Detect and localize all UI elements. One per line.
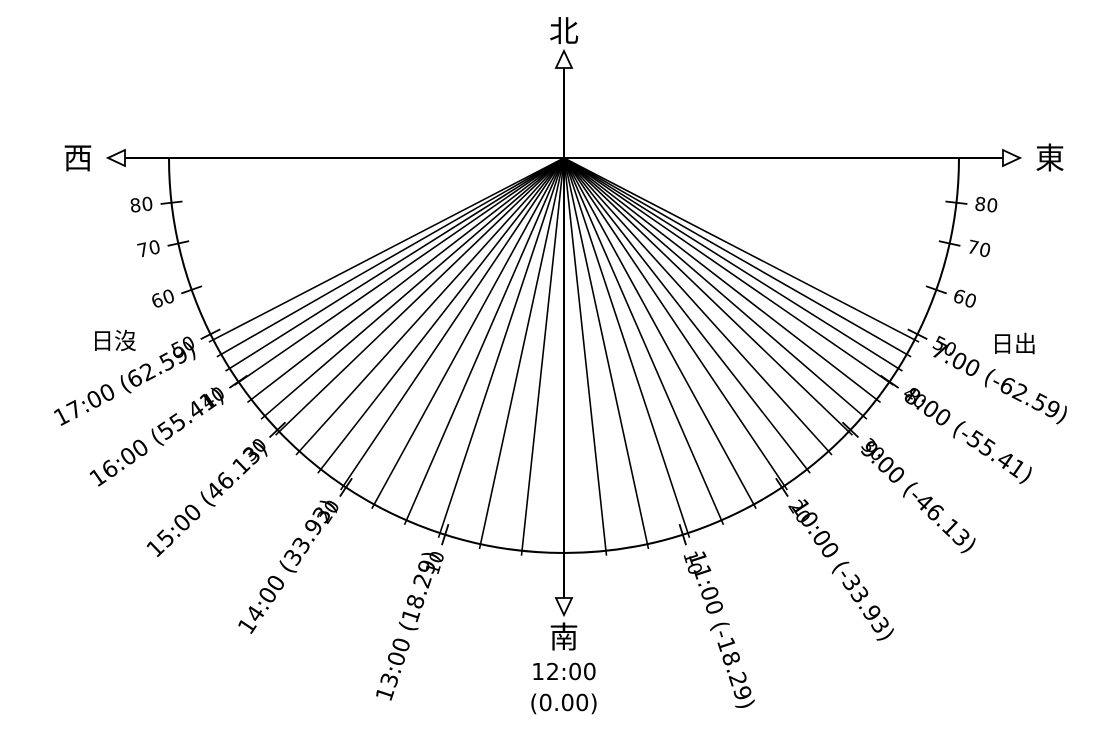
labels: 10102020303040405050606070708080北南東西12:0… [50, 15, 1073, 717]
sunset-label: 日沒 [91, 329, 137, 355]
sun-ray [295, 157, 565, 456]
sun-ray [234, 157, 565, 386]
sun-ray [563, 157, 608, 556]
afternoon-hour-label: 14:00 (33.93) [233, 495, 342, 640]
west-arrow-icon [105, 148, 126, 168]
scale-tick-40 [879, 374, 900, 389]
sun-ray [317, 157, 565, 474]
noon-angle-label: (0.00) [529, 691, 598, 717]
compass-axes [105, 48, 1023, 618]
scale-tick-80 [945, 200, 968, 205]
sun-ray [563, 157, 650, 550]
scale-tick-70 [167, 240, 190, 247]
sun-ray [563, 157, 903, 372]
north-label: 北 [549, 15, 579, 50]
sun-ray [403, 157, 565, 526]
morning-hour-label: 9:00 (-46.13) [855, 436, 982, 559]
sun-ray [478, 157, 565, 550]
scale-tick-70 [938, 240, 961, 247]
east-arrow-icon [1002, 148, 1023, 168]
scale-tick-30 [268, 421, 287, 439]
sun-ray [563, 157, 894, 386]
west-label: 西 [63, 142, 93, 177]
scale-tick-20 [339, 477, 353, 498]
scale-tick-40 [228, 374, 249, 389]
sun-ray [563, 157, 833, 456]
sun-ray [260, 157, 565, 420]
noon-time-label: 12:00 [531, 660, 597, 686]
afternoon-hour-label: 15:00 (46.13) [142, 436, 273, 564]
sun-ray [563, 157, 725, 526]
north-arrow-icon [554, 48, 574, 69]
scale-tick-10 [678, 523, 687, 546]
east-label: 東 [1035, 142, 1065, 177]
scale-tick-20 [775, 477, 789, 498]
sun-rays [208, 157, 920, 556]
sun-ray [275, 157, 565, 436]
south-label: 南 [549, 621, 579, 656]
scale-tick-60 [181, 285, 203, 295]
morning-hour-label: 11:00 (-18.29) [682, 548, 759, 713]
sun-ray [563, 157, 691, 539]
sun-ray [563, 157, 868, 420]
sun-ray [225, 157, 565, 372]
sun-ray [563, 157, 788, 491]
scale-tick-10 [441, 523, 450, 546]
scale-tick-50 [200, 328, 221, 341]
sun-ray [340, 157, 565, 491]
sun-ray [371, 157, 565, 510]
south-arrow-icon [554, 597, 574, 618]
sun-ray [563, 157, 920, 343]
sun-ray [246, 157, 565, 404]
sun-ray [208, 157, 565, 343]
scale-label-80: 80 [128, 193, 155, 218]
scale-tick-60 [925, 285, 947, 295]
scale-tick-50 [907, 328, 928, 341]
afternoon-hour-label: 13:00 (18.29) [372, 548, 446, 706]
sun-ray [563, 157, 912, 358]
sunrise-label: 日出 [991, 332, 1037, 358]
sun-ray [563, 157, 811, 474]
scale-tick-30 [841, 421, 860, 439]
scale-label-80: 80 [973, 193, 1000, 218]
morning-hour-label: 10:00 (-33.93) [785, 495, 899, 647]
sun-ray [216, 157, 565, 358]
sun-ray [563, 157, 757, 510]
sun-ray [563, 157, 882, 404]
sun-ray [520, 157, 565, 556]
scale-tick-80 [160, 200, 183, 205]
sun-ray [563, 157, 853, 436]
scale-label-60: 60 [148, 285, 178, 314]
scale-ticks [160, 200, 968, 546]
sun-ray [437, 157, 565, 539]
scale-label-70: 70 [135, 236, 163, 263]
scale-label-60: 60 [950, 285, 980, 314]
scale-label-70: 70 [965, 236, 993, 263]
